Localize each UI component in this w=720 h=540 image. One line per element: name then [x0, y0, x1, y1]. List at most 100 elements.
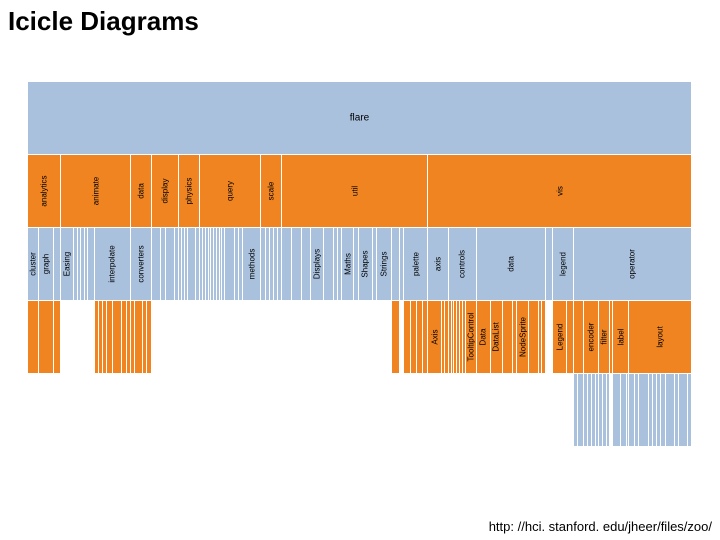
icicle-cell — [143, 301, 146, 373]
icicle-cell — [292, 228, 301, 300]
icicle-cell — [599, 374, 602, 446]
cell-label: methods — [247, 249, 256, 280]
icicle-cell — [546, 228, 552, 300]
icicle-cell — [239, 228, 242, 300]
icicle-cell — [95, 301, 98, 373]
icicle-cell — [211, 228, 213, 300]
icicle-cell — [400, 228, 403, 300]
icicle-cell — [613, 374, 620, 446]
icicle-cell — [688, 374, 691, 446]
cell-label: palette — [411, 252, 420, 276]
icicle-cell — [274, 228, 277, 300]
icicle-cell — [152, 228, 161, 300]
cell-label: controls — [458, 250, 467, 278]
icicle-cell — [88, 228, 94, 300]
icicle-cell: axis — [428, 228, 448, 300]
icicle-cell — [629, 374, 634, 446]
icicle-cell — [635, 374, 638, 446]
icicle-cell — [503, 301, 512, 373]
icicle-cell: animate — [61, 155, 129, 227]
icicle-cell — [270, 228, 273, 300]
icicle-cell — [373, 228, 376, 300]
icicle-cell — [214, 228, 216, 300]
icicle-cell — [135, 301, 142, 373]
icicle-cell: Shapes — [359, 228, 372, 300]
icicle-cell: util — [282, 155, 427, 227]
cell-label: layout — [656, 326, 665, 347]
icicle-cell — [334, 228, 337, 300]
icicle-cell — [392, 301, 399, 373]
icicle-cell: Strings — [377, 228, 391, 300]
cell-label: Shapes — [361, 250, 370, 277]
icicle-cell: operator — [574, 228, 691, 300]
icicle-cell — [74, 228, 77, 300]
icicle-cell: filter — [599, 301, 609, 373]
icicle-cell: scale — [261, 155, 281, 227]
icicle-cell — [282, 228, 291, 300]
icicle-cell: Maths — [342, 228, 354, 300]
icicle-cell — [278, 228, 281, 300]
icicle-cell — [675, 374, 678, 446]
cell-label: Axis — [430, 329, 439, 344]
icicle-cell: controls — [449, 228, 476, 300]
cell-label: display — [161, 179, 170, 204]
icicle-cell — [225, 228, 234, 300]
cell-label: util — [350, 186, 359, 196]
icicle-cell — [107, 301, 112, 373]
icicle-cell: methods — [243, 228, 260, 300]
cell-label: vis — [555, 186, 564, 196]
cell-label: Data — [479, 329, 488, 346]
icicle-cell: Data — [477, 301, 490, 373]
icicle-cell: encoder — [584, 301, 598, 373]
cell-label: data — [506, 256, 515, 272]
icicle-cell — [567, 301, 573, 373]
icicle-cell — [266, 228, 269, 300]
icicle-cell: Easing — [61, 228, 73, 300]
icicle-cell — [188, 228, 195, 300]
icicle-cell — [209, 228, 211, 300]
icicle-cell: label — [613, 301, 629, 373]
icicle-cell: flare — [28, 82, 691, 154]
cell-label: encoder — [586, 323, 595, 352]
icicle-cell — [463, 301, 465, 373]
cell-label: physics — [185, 178, 194, 205]
cell-label: animate — [91, 177, 100, 205]
cell-label: operator — [628, 249, 637, 279]
icicle-cell — [131, 301, 134, 373]
icicle-cell — [85, 228, 87, 300]
cell-label: query — [226, 181, 235, 201]
icicle-cell: graph — [39, 228, 53, 300]
icicle-cell — [185, 228, 187, 300]
cell-label: DataList — [492, 322, 501, 351]
icicle-cell — [578, 374, 583, 446]
cell-label: Strings — [379, 252, 388, 277]
icicle-cell — [584, 374, 587, 446]
icicle-cell — [175, 228, 178, 300]
icicle-cell — [392, 228, 399, 300]
icicle-cell: NodeSprite — [517, 301, 529, 373]
icicle-cell: palette — [404, 228, 427, 300]
icicle-cell — [452, 301, 454, 373]
icicle-cell — [179, 228, 181, 300]
icicle-cell — [122, 301, 125, 373]
icicle-cell — [411, 301, 416, 373]
icicle-cell — [603, 374, 606, 446]
icicle-cell — [99, 301, 102, 373]
icicle-cell — [28, 301, 38, 373]
icicle-cell — [607, 374, 609, 446]
icicle-cell: layout — [629, 301, 691, 373]
icicle-cell — [217, 228, 219, 300]
icicle-cell — [338, 228, 341, 300]
icicle-cell — [661, 374, 664, 446]
icicle-cell — [574, 374, 577, 446]
cell-label: flare — [350, 113, 369, 124]
icicle-cell — [574, 301, 583, 373]
icicle-cell — [147, 301, 150, 373]
icicle-cell — [222, 228, 224, 300]
icicle-cell: display — [152, 155, 179, 227]
cell-label: axis — [433, 257, 442, 271]
icicle-cell — [449, 301, 451, 373]
icicle-cell: interpolate — [95, 228, 130, 300]
icicle-cell: converters — [131, 228, 151, 300]
icicle-cell — [354, 228, 357, 300]
